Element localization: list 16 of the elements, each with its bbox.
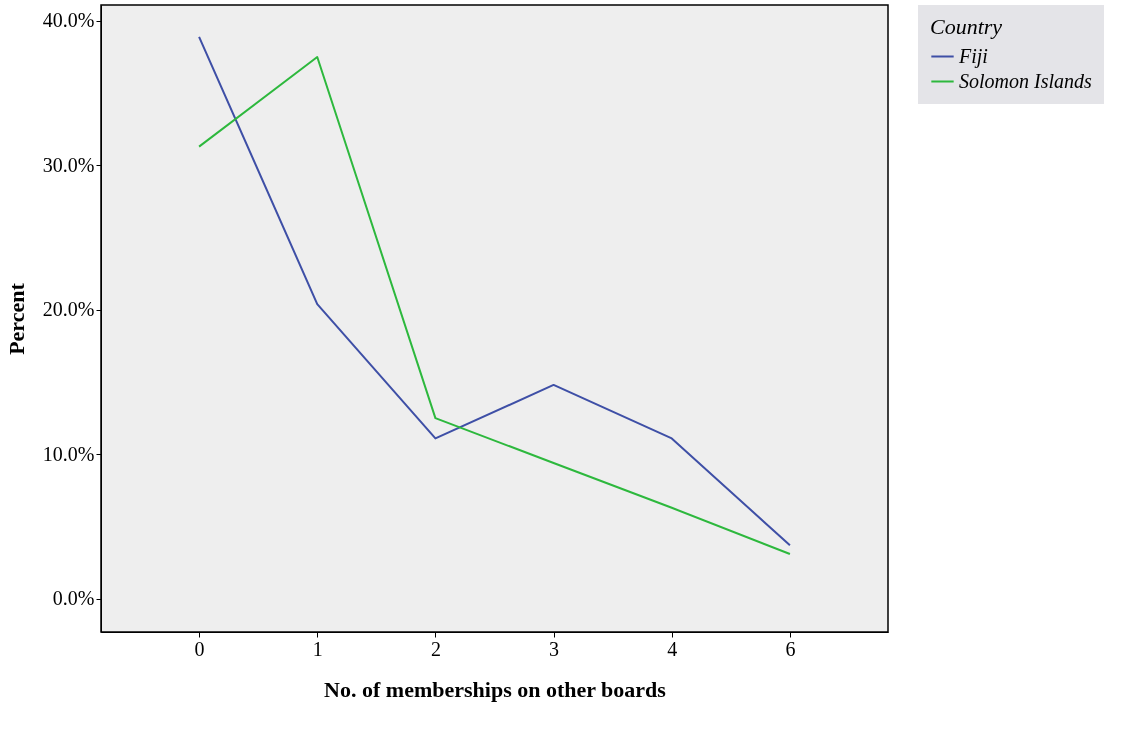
x-tick-label: 2 xyxy=(430,637,441,660)
y-tick-label: 30.0% xyxy=(42,153,95,176)
x-tick-label: 1 xyxy=(312,637,323,660)
y-tick-label: 10.0% xyxy=(42,442,95,465)
legend-title: Country xyxy=(930,14,1003,39)
x-axis-title: No. of memberships on other boards xyxy=(324,676,667,702)
x-tick-label: 3 xyxy=(549,637,560,660)
y-tick-label: 20.0% xyxy=(42,298,95,321)
y-axis-title: Percent xyxy=(3,282,29,355)
y-tick-label: 40.0% xyxy=(42,9,95,32)
legend-label: Solomon Islands xyxy=(959,69,1092,92)
legend-label: Fiji xyxy=(958,44,988,68)
x-tick-label: 0 xyxy=(194,637,205,660)
x-tick-label: 4 xyxy=(667,637,678,660)
y-tick-label: 0.0% xyxy=(52,587,95,610)
x-tick-label: 6 xyxy=(785,637,796,660)
